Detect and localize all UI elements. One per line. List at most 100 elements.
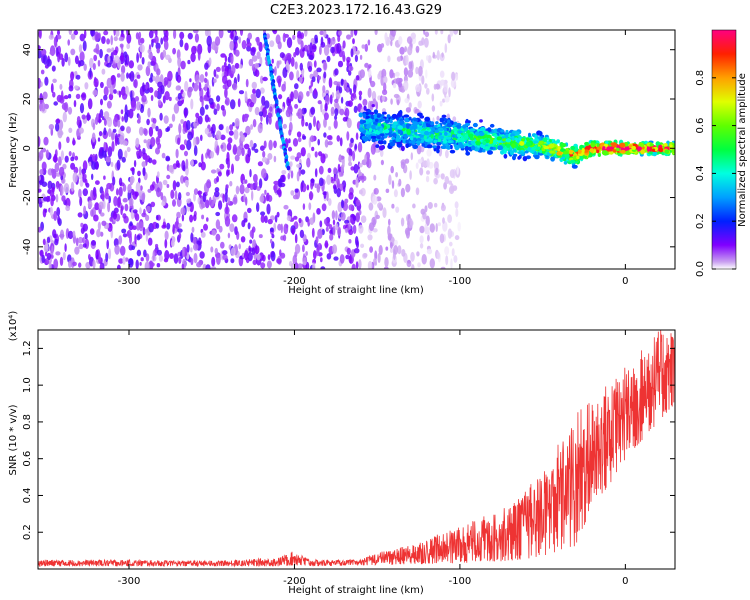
noise-speckle (433, 83, 437, 90)
band-speckle (561, 156, 566, 160)
noise-speckle (294, 243, 301, 254)
noise-speckle (260, 145, 265, 151)
noise-speckle (400, 161, 405, 169)
noise-speckle (334, 108, 339, 117)
noise-speckle (131, 245, 135, 250)
noise-speckle (434, 202, 438, 208)
noise-speckle (323, 118, 327, 128)
noise-speckle (197, 115, 203, 125)
noise-speckle (404, 98, 410, 104)
noise-speckle (243, 143, 250, 150)
noise-speckle (443, 81, 448, 93)
noise-speckle (70, 181, 75, 192)
noise-speckle (193, 122, 198, 129)
noise-speckle (60, 150, 64, 161)
noise-speckle (149, 184, 155, 191)
noise-speckle (173, 30, 177, 40)
noise-speckle (224, 216, 231, 227)
noise-speckle (39, 169, 44, 175)
noise-speckle (50, 197, 54, 207)
band-speckle (376, 135, 381, 140)
noise-speckle (418, 65, 423, 77)
noise-speckle (453, 30, 459, 35)
band-speckle (436, 142, 442, 146)
noise-speckle (348, 192, 354, 200)
noise-speckle (58, 156, 62, 166)
noise-speckle (64, 155, 69, 163)
band-speckle (473, 147, 480, 152)
band-speckle (509, 150, 514, 156)
band-speckle (513, 153, 518, 157)
noise-speckle (259, 195, 265, 203)
noise-speckle (171, 113, 176, 122)
noise-speckle (131, 100, 137, 112)
noise-speckle (40, 81, 43, 87)
noise-speckle (417, 158, 423, 164)
noise-speckle (57, 53, 60, 63)
band-speckle (405, 143, 410, 149)
noise-speckle (393, 245, 399, 255)
band-speckle (383, 125, 387, 131)
noise-speckle (74, 55, 79, 65)
noise-speckle (93, 54, 98, 62)
noise-speckle (251, 81, 257, 90)
noise-speckle (382, 207, 387, 219)
noise-speckle (445, 149, 449, 159)
noise-speckle (124, 54, 127, 66)
noise-speckle (234, 35, 239, 41)
noise-speckle (241, 134, 245, 142)
noise-speckle (445, 255, 449, 266)
noise-speckle (186, 139, 192, 151)
noise-speckle (70, 48, 76, 56)
noise-speckle (412, 203, 416, 209)
noise-speckle (145, 83, 148, 90)
noise-speckle (313, 60, 317, 68)
noise-speckle (314, 168, 318, 178)
band-speckle (373, 121, 378, 125)
noise-speckle (452, 116, 457, 122)
noise-speckle (362, 98, 368, 106)
band-speckle (596, 146, 602, 150)
noise-speckle (227, 30, 232, 33)
noise-speckle (342, 40, 346, 49)
band-speckle (620, 149, 626, 154)
noise-speckle (106, 239, 109, 250)
noise-speckle (258, 234, 263, 239)
noise-speckle (457, 221, 462, 232)
noise-speckle (231, 163, 234, 175)
noise-speckle (368, 222, 375, 232)
noise-speckle (165, 30, 169, 38)
noise-speckle (389, 248, 394, 253)
noise-speckle (391, 203, 395, 209)
noise-speckle (201, 214, 205, 220)
colorbar: 0.0 0.2 0.4 0.6 0.8 Normalized spectral ampl… (695, 29, 748, 277)
band-speckle (397, 125, 404, 130)
snr-series-line (38, 330, 675, 568)
noise-speckle (326, 253, 332, 260)
noise-speckle (333, 119, 338, 129)
noise-speckle (453, 255, 458, 263)
noise-speckle (38, 226, 42, 233)
noise-speckle (79, 179, 84, 187)
noise-speckle (204, 30, 209, 37)
noise-speckle (164, 238, 168, 249)
noise-speckle (82, 168, 85, 177)
noise-speckle (374, 30, 378, 35)
noise-speckle (294, 188, 299, 193)
band-speckle (472, 122, 478, 128)
noise-speckle (97, 59, 101, 67)
noise-speckle (76, 116, 81, 123)
noise-speckle (339, 137, 343, 147)
noise-speckle (310, 178, 315, 183)
noise-speckle (93, 214, 99, 222)
noise-speckle (110, 161, 114, 167)
noise-speckle (95, 43, 100, 55)
band-speckle (499, 133, 505, 138)
noise-speckle (186, 120, 191, 131)
noise-speckle (429, 258, 435, 269)
noise-speckle (94, 31, 99, 42)
band-speckle (631, 145, 636, 150)
noise-speckle (200, 134, 203, 141)
noise-speckle (456, 165, 459, 175)
noise-speckle (156, 171, 160, 178)
